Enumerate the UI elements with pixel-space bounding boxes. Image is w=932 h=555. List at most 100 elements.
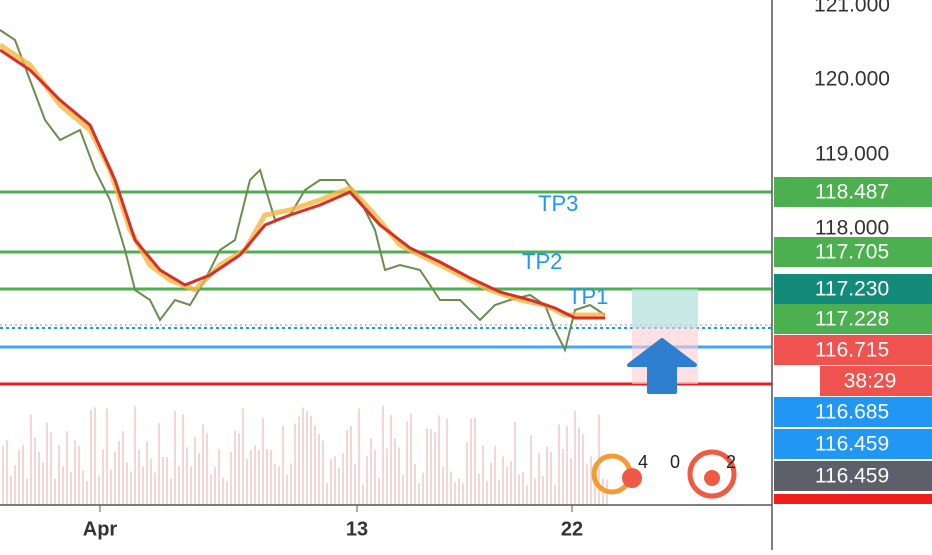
volume-bar [250, 449, 252, 505]
volume-bar [366, 456, 368, 505]
volume-bar [426, 428, 428, 505]
badge-label: 116.459 [815, 465, 889, 488]
volume-bar [42, 462, 44, 505]
badge [774, 335, 932, 365]
volume-bar [374, 449, 376, 505]
volume-bar [258, 449, 260, 505]
volume-bar [90, 409, 92, 505]
volume-bar [158, 423, 160, 505]
volume-bar [110, 469, 112, 505]
volume-bar [514, 421, 516, 505]
volume-bar [162, 456, 164, 505]
volume-bar [54, 478, 56, 505]
volume-bar [26, 478, 28, 505]
volume-bar [342, 453, 344, 505]
volume-bar [582, 433, 584, 505]
volume-bar [470, 418, 472, 505]
volume-bar [214, 467, 216, 505]
volume-bar [370, 438, 372, 505]
volume-bar [498, 479, 500, 505]
volume-bar [238, 433, 240, 505]
badge-label: 117.228 [815, 308, 889, 331]
time-label: Apr [83, 518, 118, 540]
volume-bar [522, 471, 524, 505]
volume-bar [14, 465, 16, 505]
volume-bar [126, 462, 128, 505]
buy-arrow [627, 338, 697, 394]
volume-bar [58, 445, 60, 505]
volume-bar [434, 432, 436, 505]
volume-bar [306, 410, 308, 505]
volume-bar [86, 480, 88, 505]
volume-bar [98, 475, 100, 505]
volume-bar [266, 448, 268, 505]
volume-bar [566, 425, 568, 505]
volume-bar [506, 466, 508, 505]
badge-label: 116.459 [815, 433, 889, 456]
volume-bar [62, 466, 64, 505]
volume-bar [166, 456, 168, 505]
volume-bar [422, 472, 424, 505]
price-badges: 118.487 117.705 117.230 117.228 116.715 … [774, 177, 932, 504]
volume-bar [302, 407, 304, 505]
volume-bar [378, 477, 380, 505]
price-label: 121.000 [814, 0, 890, 17]
volume-bar [450, 471, 452, 505]
volume-bar [386, 448, 388, 505]
volume-bar [66, 431, 68, 505]
volume-bar [50, 432, 52, 505]
volume-bar [2, 445, 4, 505]
volume-bar [338, 467, 340, 505]
volume-bar [298, 416, 300, 505]
badge-label: 118.487 [815, 181, 889, 204]
volume-bar [222, 477, 224, 505]
volume-bar [146, 441, 148, 505]
badge [774, 494, 932, 504]
volume-bar [206, 432, 208, 505]
volume-bar [574, 410, 576, 505]
badge-label: 116.715 [815, 339, 889, 362]
volume-bar [278, 466, 280, 505]
volume-bar [526, 484, 528, 505]
volume-bar [194, 436, 196, 505]
volume-bar [354, 463, 356, 505]
indicator-count: 2 [726, 452, 736, 472]
badge [774, 237, 932, 267]
price-label: 118.000 [815, 217, 889, 240]
volume-bar [246, 459, 248, 505]
volume-bar [18, 449, 20, 505]
volume-bar [330, 459, 332, 505]
volume-bar [310, 416, 312, 505]
volume-bar [294, 423, 296, 505]
volume-bar [218, 448, 220, 505]
volume-bar [314, 425, 316, 505]
volume-bar [138, 449, 140, 505]
volume-bar [322, 440, 324, 505]
volume-bar [290, 463, 292, 505]
volume-bar [478, 473, 480, 505]
volume-bar [230, 452, 232, 505]
volume-bar [106, 408, 108, 505]
badge-label: 116.685 [815, 401, 889, 424]
volume-bar [430, 429, 432, 505]
volume-bar [202, 424, 204, 505]
volume-bar [510, 461, 512, 505]
time-label: 22 [561, 518, 583, 540]
volume-bar [558, 424, 560, 505]
volume-bar [286, 474, 288, 505]
volume-bar [150, 458, 152, 505]
volume-bar [462, 483, 464, 505]
volume-bar [402, 474, 404, 505]
tp1-label: TP1 [568, 284, 608, 309]
tp3-label: TP3 [538, 191, 578, 216]
volume-bar [326, 483, 328, 505]
volume-bar [562, 448, 564, 505]
volume-bar [394, 438, 396, 505]
volume-bar [358, 408, 360, 505]
volume-bar [490, 462, 492, 505]
volume-bar [210, 474, 212, 505]
volume-bar [114, 451, 116, 505]
indicator-count: 0 [670, 452, 680, 472]
volume-bar [390, 415, 392, 505]
